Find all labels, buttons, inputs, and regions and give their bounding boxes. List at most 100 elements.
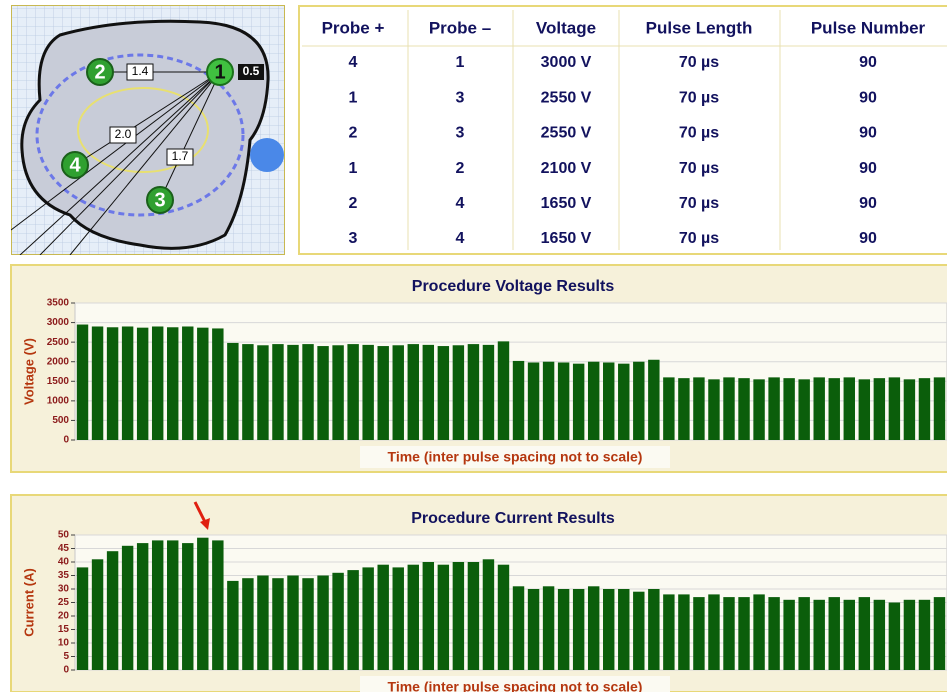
- pulse: [242, 578, 253, 670]
- table-cell: 2550 V: [541, 125, 592, 142]
- pulse: [588, 586, 599, 670]
- pulse: [558, 589, 569, 670]
- table-cell: 90: [859, 125, 877, 142]
- pulse: [438, 565, 449, 670]
- pulse: [708, 379, 719, 440]
- table-cell: 70 µs: [679, 195, 719, 212]
- pulse: [468, 344, 479, 440]
- pulse: [393, 345, 404, 440]
- y-tick-label: 45: [58, 543, 70, 554]
- pulse: [513, 586, 524, 670]
- charts: 0500100015002000250030003500Procedure Vo…: [11, 265, 947, 692]
- pulse: [573, 589, 584, 670]
- pulse: [302, 344, 313, 440]
- table-cell: 2: [349, 195, 358, 212]
- pulse: [92, 559, 103, 670]
- table-cell: 90: [859, 160, 877, 177]
- pulse: [332, 345, 343, 440]
- pulse: [483, 345, 494, 440]
- pulse: [272, 344, 283, 440]
- table-cell: 70 µs: [679, 54, 719, 71]
- y-axis-label: Voltage (V): [21, 338, 36, 405]
- pulse: [723, 597, 734, 670]
- pulse: [122, 546, 133, 670]
- table-cell: 1: [349, 89, 358, 106]
- pulse: [813, 377, 824, 440]
- pulse: [543, 362, 554, 440]
- y-tick-label: 3000: [47, 317, 70, 328]
- column-header: Probe –: [429, 18, 491, 37]
- pulse: [122, 326, 133, 440]
- pulse: [708, 594, 719, 670]
- y-tick-label: 10: [58, 638, 70, 649]
- table-cell: 2100 V: [541, 160, 592, 177]
- table-cell: 1650 V: [541, 195, 592, 212]
- pulse: [919, 600, 930, 670]
- table-cell: 70 µs: [679, 89, 719, 106]
- pulse: [573, 364, 584, 440]
- pulse: [603, 362, 614, 440]
- pulse: [859, 597, 870, 670]
- pulse: [889, 377, 900, 440]
- pulse: [167, 540, 178, 670]
- y-tick-label: 0: [63, 665, 69, 676]
- electrode-diagram: 1 2 3 4 1.4 2.0 1.7 0.5: [11, 5, 285, 255]
- pulse: [468, 562, 479, 670]
- pulse: [844, 600, 855, 670]
- pulse: [453, 562, 464, 670]
- pulse: [753, 379, 764, 440]
- pulse: [377, 565, 388, 670]
- pulse: [257, 345, 268, 440]
- pulse: [528, 362, 539, 440]
- pulse: [633, 592, 644, 670]
- pulse: [197, 328, 208, 440]
- y-tick-label: 1500: [47, 376, 70, 387]
- pulse: [798, 597, 809, 670]
- table-cell: 3000 V: [541, 54, 592, 71]
- pulse: [904, 600, 915, 670]
- pulse: [408, 344, 419, 440]
- pulse: [693, 597, 704, 670]
- y-tick-label: 500: [52, 415, 69, 426]
- pulse: [227, 581, 238, 670]
- pulse: [678, 378, 689, 440]
- distance-label: 1.7: [172, 149, 189, 163]
- table-cell: 2: [456, 160, 465, 177]
- column-header: Voltage: [536, 18, 596, 37]
- y-tick-label: 25: [58, 597, 70, 608]
- table-panel: [299, 6, 947, 254]
- pulse: [212, 328, 223, 440]
- pulse: [287, 345, 298, 440]
- pulse: [302, 578, 313, 670]
- pulse: [678, 594, 689, 670]
- node-label: 4: [69, 154, 81, 176]
- node-label: 3: [154, 189, 165, 211]
- pulse: [889, 603, 900, 671]
- pulse: [152, 326, 163, 440]
- chart-title: Procedure Voltage Results: [412, 278, 615, 295]
- pulse: [92, 326, 103, 440]
- pulse: [287, 576, 298, 671]
- pulse: [829, 597, 840, 670]
- y-tick-label: 2000: [47, 356, 70, 367]
- pulse: [137, 328, 148, 440]
- pulse: [633, 362, 644, 440]
- pulse: [332, 573, 343, 670]
- pulse: [934, 377, 945, 440]
- table-cell: 2550 V: [541, 89, 592, 106]
- pulse: [648, 589, 659, 670]
- pulse: [904, 379, 915, 440]
- node-label: 2: [94, 61, 105, 83]
- table-cell: 1: [456, 54, 465, 71]
- y-tick-label: 3500: [47, 298, 70, 309]
- pulse: [874, 378, 885, 440]
- table-cell: 70 µs: [679, 125, 719, 142]
- pulse: [528, 589, 539, 670]
- pulse: [257, 576, 268, 671]
- pulse: [423, 562, 434, 670]
- pulse: [483, 559, 494, 670]
- pulse: [347, 344, 358, 440]
- pulse: [347, 570, 358, 670]
- table-cell: 1: [349, 160, 358, 177]
- pulse: [768, 377, 779, 440]
